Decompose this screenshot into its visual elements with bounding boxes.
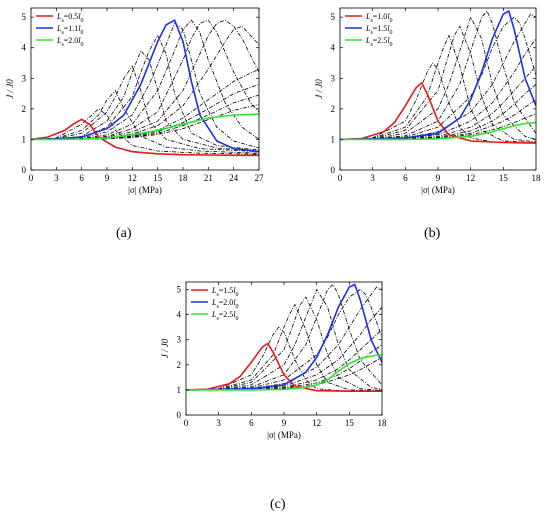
y-tick-label: 2 bbox=[331, 104, 336, 114]
legend-entry: Ls=1.1l0 bbox=[56, 24, 84, 36]
panel-label-b: (b) bbox=[424, 226, 441, 241]
panel-label-c: (c) bbox=[270, 497, 286, 512]
y-axis-label: J / J0 bbox=[160, 338, 170, 358]
x-tick-label: 6 bbox=[249, 418, 254, 428]
series-line-family bbox=[186, 344, 382, 391]
y-tick-label: 3 bbox=[22, 73, 27, 83]
x-tick-label: 15 bbox=[153, 173, 163, 183]
y-tick-label: 0 bbox=[22, 165, 27, 175]
series-line-Ls2.5l0 bbox=[340, 121, 536, 141]
panel-label-a: (a) bbox=[116, 226, 132, 241]
x-tick-label: 21 bbox=[204, 173, 213, 183]
y-tick-label: 4 bbox=[331, 43, 336, 53]
series-line-family bbox=[186, 306, 382, 391]
y-tick-label: 1 bbox=[177, 385, 182, 395]
x-tick-label: 27 bbox=[255, 173, 265, 183]
series-line-family bbox=[31, 68, 259, 140]
x-tick-label: 15 bbox=[345, 418, 355, 428]
x-tick-label: 15 bbox=[499, 173, 509, 183]
series-line-Ls1.0l0 bbox=[340, 81, 536, 144]
series-line-family bbox=[31, 84, 259, 140]
series-line-family bbox=[186, 326, 382, 392]
x-tick-label: 24 bbox=[229, 173, 239, 183]
x-tick-label: 12 bbox=[466, 173, 475, 183]
legend-entry: Ls=1.5l0 bbox=[365, 24, 393, 36]
y-tick-label: 4 bbox=[177, 310, 182, 320]
series-group bbox=[31, 19, 259, 157]
y-tick-label: 3 bbox=[331, 73, 336, 83]
legend-entry: Ls=0.5l0 bbox=[56, 12, 84, 24]
y-tick-label: 2 bbox=[22, 104, 27, 114]
x-tick-label: 6 bbox=[403, 173, 408, 183]
x-tick-label: 18 bbox=[378, 418, 388, 428]
x-tick-label: 3 bbox=[370, 173, 375, 183]
y-tick-label: 0 bbox=[331, 165, 336, 175]
series-line-Ls1.5l0 bbox=[340, 9, 536, 141]
x-tick-label: 9 bbox=[282, 418, 287, 428]
series-line-family bbox=[186, 303, 382, 392]
series-line-family bbox=[31, 65, 259, 153]
x-axis-label: |σ| (MPa) bbox=[128, 185, 162, 195]
series-line-family bbox=[340, 10, 536, 140]
series-line-family bbox=[186, 283, 382, 391]
x-tick-label: 18 bbox=[532, 173, 542, 183]
y-axis-label: J / J0 bbox=[5, 79, 15, 99]
x-tick-label: 9 bbox=[436, 173, 441, 183]
series-line-Ls0.5l0 bbox=[31, 118, 259, 157]
series-line-family bbox=[340, 34, 536, 143]
y-tick-label: 5 bbox=[177, 285, 182, 295]
legend-entry: Ls=2.0l0 bbox=[211, 298, 239, 310]
x-tick-label: 3 bbox=[54, 173, 59, 183]
y-tick-label: 2 bbox=[177, 360, 182, 370]
y-tick-label: 4 bbox=[22, 43, 27, 53]
plot-frame bbox=[30, 7, 260, 171]
series-line-family bbox=[31, 19, 259, 140]
x-tick-label: 0 bbox=[184, 418, 189, 428]
series-line-family bbox=[340, 62, 536, 144]
legend-entry: Ls=2.0l0 bbox=[56, 36, 84, 48]
x-tick-label: 0 bbox=[29, 173, 34, 183]
series-line-family bbox=[31, 19, 259, 140]
x-tick-label: 12 bbox=[312, 418, 321, 428]
series-line-Ls2.0l0 bbox=[186, 283, 382, 391]
y-tick-label: 5 bbox=[331, 12, 336, 22]
series-line-family bbox=[31, 108, 259, 155]
series-line-Ls2.5l0 bbox=[186, 354, 382, 391]
y-tick-label: 3 bbox=[177, 335, 182, 345]
y-tick-label: 1 bbox=[22, 134, 27, 144]
series-group bbox=[340, 9, 536, 144]
legend-entry: Ls=2.5l0 bbox=[211, 310, 239, 322]
x-tick-label: 3 bbox=[216, 418, 221, 428]
x-tick-label: 0 bbox=[338, 173, 343, 183]
x-axis-label: |σ| (MPa) bbox=[267, 430, 301, 440]
legend-entry: Ls=1.5l0 bbox=[211, 286, 239, 298]
y-tick-label: 1 bbox=[331, 134, 336, 144]
x-tick-label: 18 bbox=[179, 173, 189, 183]
legend-entry: Ls=1.0l0 bbox=[365, 12, 393, 24]
y-tick-label: 0 bbox=[177, 410, 182, 420]
y-axis-label: J / J0 bbox=[314, 79, 324, 99]
series-line-family bbox=[31, 19, 259, 140]
series-line-family bbox=[340, 84, 536, 140]
series-line-family bbox=[340, 16, 536, 140]
legend-entry: Ls=2.5l0 bbox=[365, 36, 393, 48]
series-line-family bbox=[31, 89, 259, 154]
x-tick-label: 9 bbox=[105, 173, 110, 183]
series-line-Ls2.0l0 bbox=[31, 113, 259, 141]
series-group bbox=[186, 283, 382, 392]
x-axis-label: |σ| (MPa) bbox=[421, 185, 455, 195]
series-line-Ls1.1l0 bbox=[31, 19, 259, 153]
y-tick-label: 5 bbox=[22, 12, 27, 22]
series-line-family bbox=[340, 25, 536, 143]
x-tick-label: 6 bbox=[79, 173, 84, 183]
x-tick-label: 12 bbox=[128, 173, 137, 183]
series-line-family bbox=[340, 38, 536, 140]
series-line-Ls1.5l0 bbox=[186, 342, 382, 392]
